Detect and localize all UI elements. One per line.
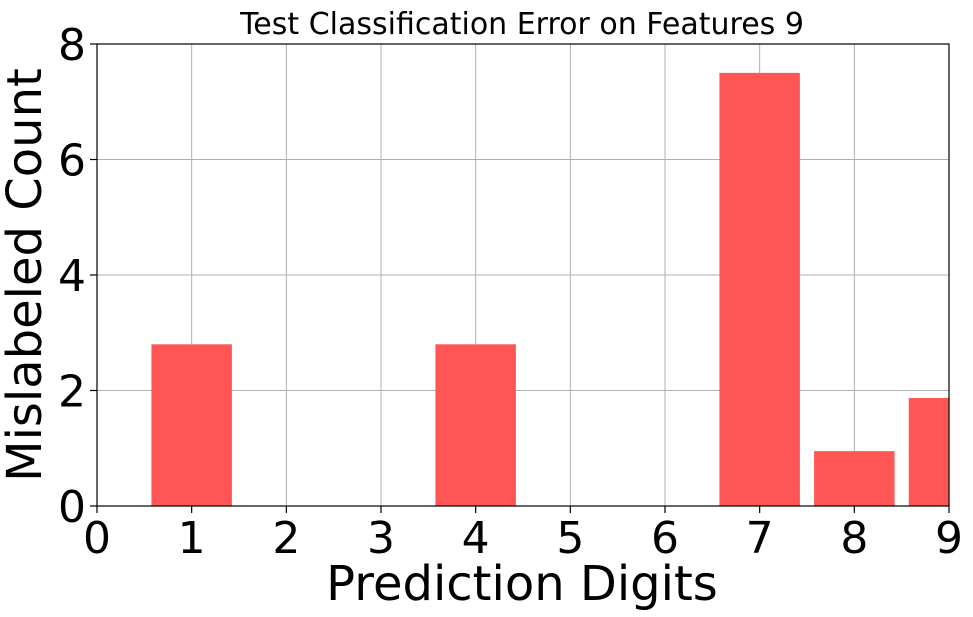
- x-tick-label: 0: [83, 513, 111, 564]
- y-tick-label: 0: [58, 482, 86, 533]
- x-tick-label: 4: [462, 513, 490, 564]
- bar-digit-7: [719, 72, 800, 506]
- x-tick-label: 8: [840, 513, 868, 564]
- x-tick-label: 9: [935, 513, 963, 564]
- chart-title: Test Classification Error on Features 9: [239, 7, 804, 42]
- y-tick-label: 4: [58, 251, 86, 302]
- x-tick-label: 5: [556, 513, 584, 564]
- bar-digit-8: [814, 451, 895, 506]
- bar-digit-4: [435, 344, 516, 506]
- bar-layer: [151, 72, 949, 506]
- tick-layer: 0 1 2 3 4 5 6 7 8 9 0 2 4 6 8: [58, 20, 963, 564]
- x-tick-label: 2: [272, 513, 300, 564]
- x-axis-label: Prediction Digits: [326, 556, 718, 612]
- x-tick-label: 3: [367, 513, 395, 564]
- x-tick-label: 6: [651, 513, 679, 564]
- bar-digit-1: [151, 344, 232, 506]
- y-tick-label: 8: [58, 20, 86, 71]
- bar-digit-9: [908, 398, 949, 506]
- x-tick-label: 7: [746, 513, 774, 564]
- y-tick-label: 6: [58, 136, 86, 187]
- y-axis-label: Mislabeled Count: [0, 68, 53, 482]
- y-tick-label: 2: [58, 367, 86, 418]
- x-tick-label: 1: [178, 513, 206, 564]
